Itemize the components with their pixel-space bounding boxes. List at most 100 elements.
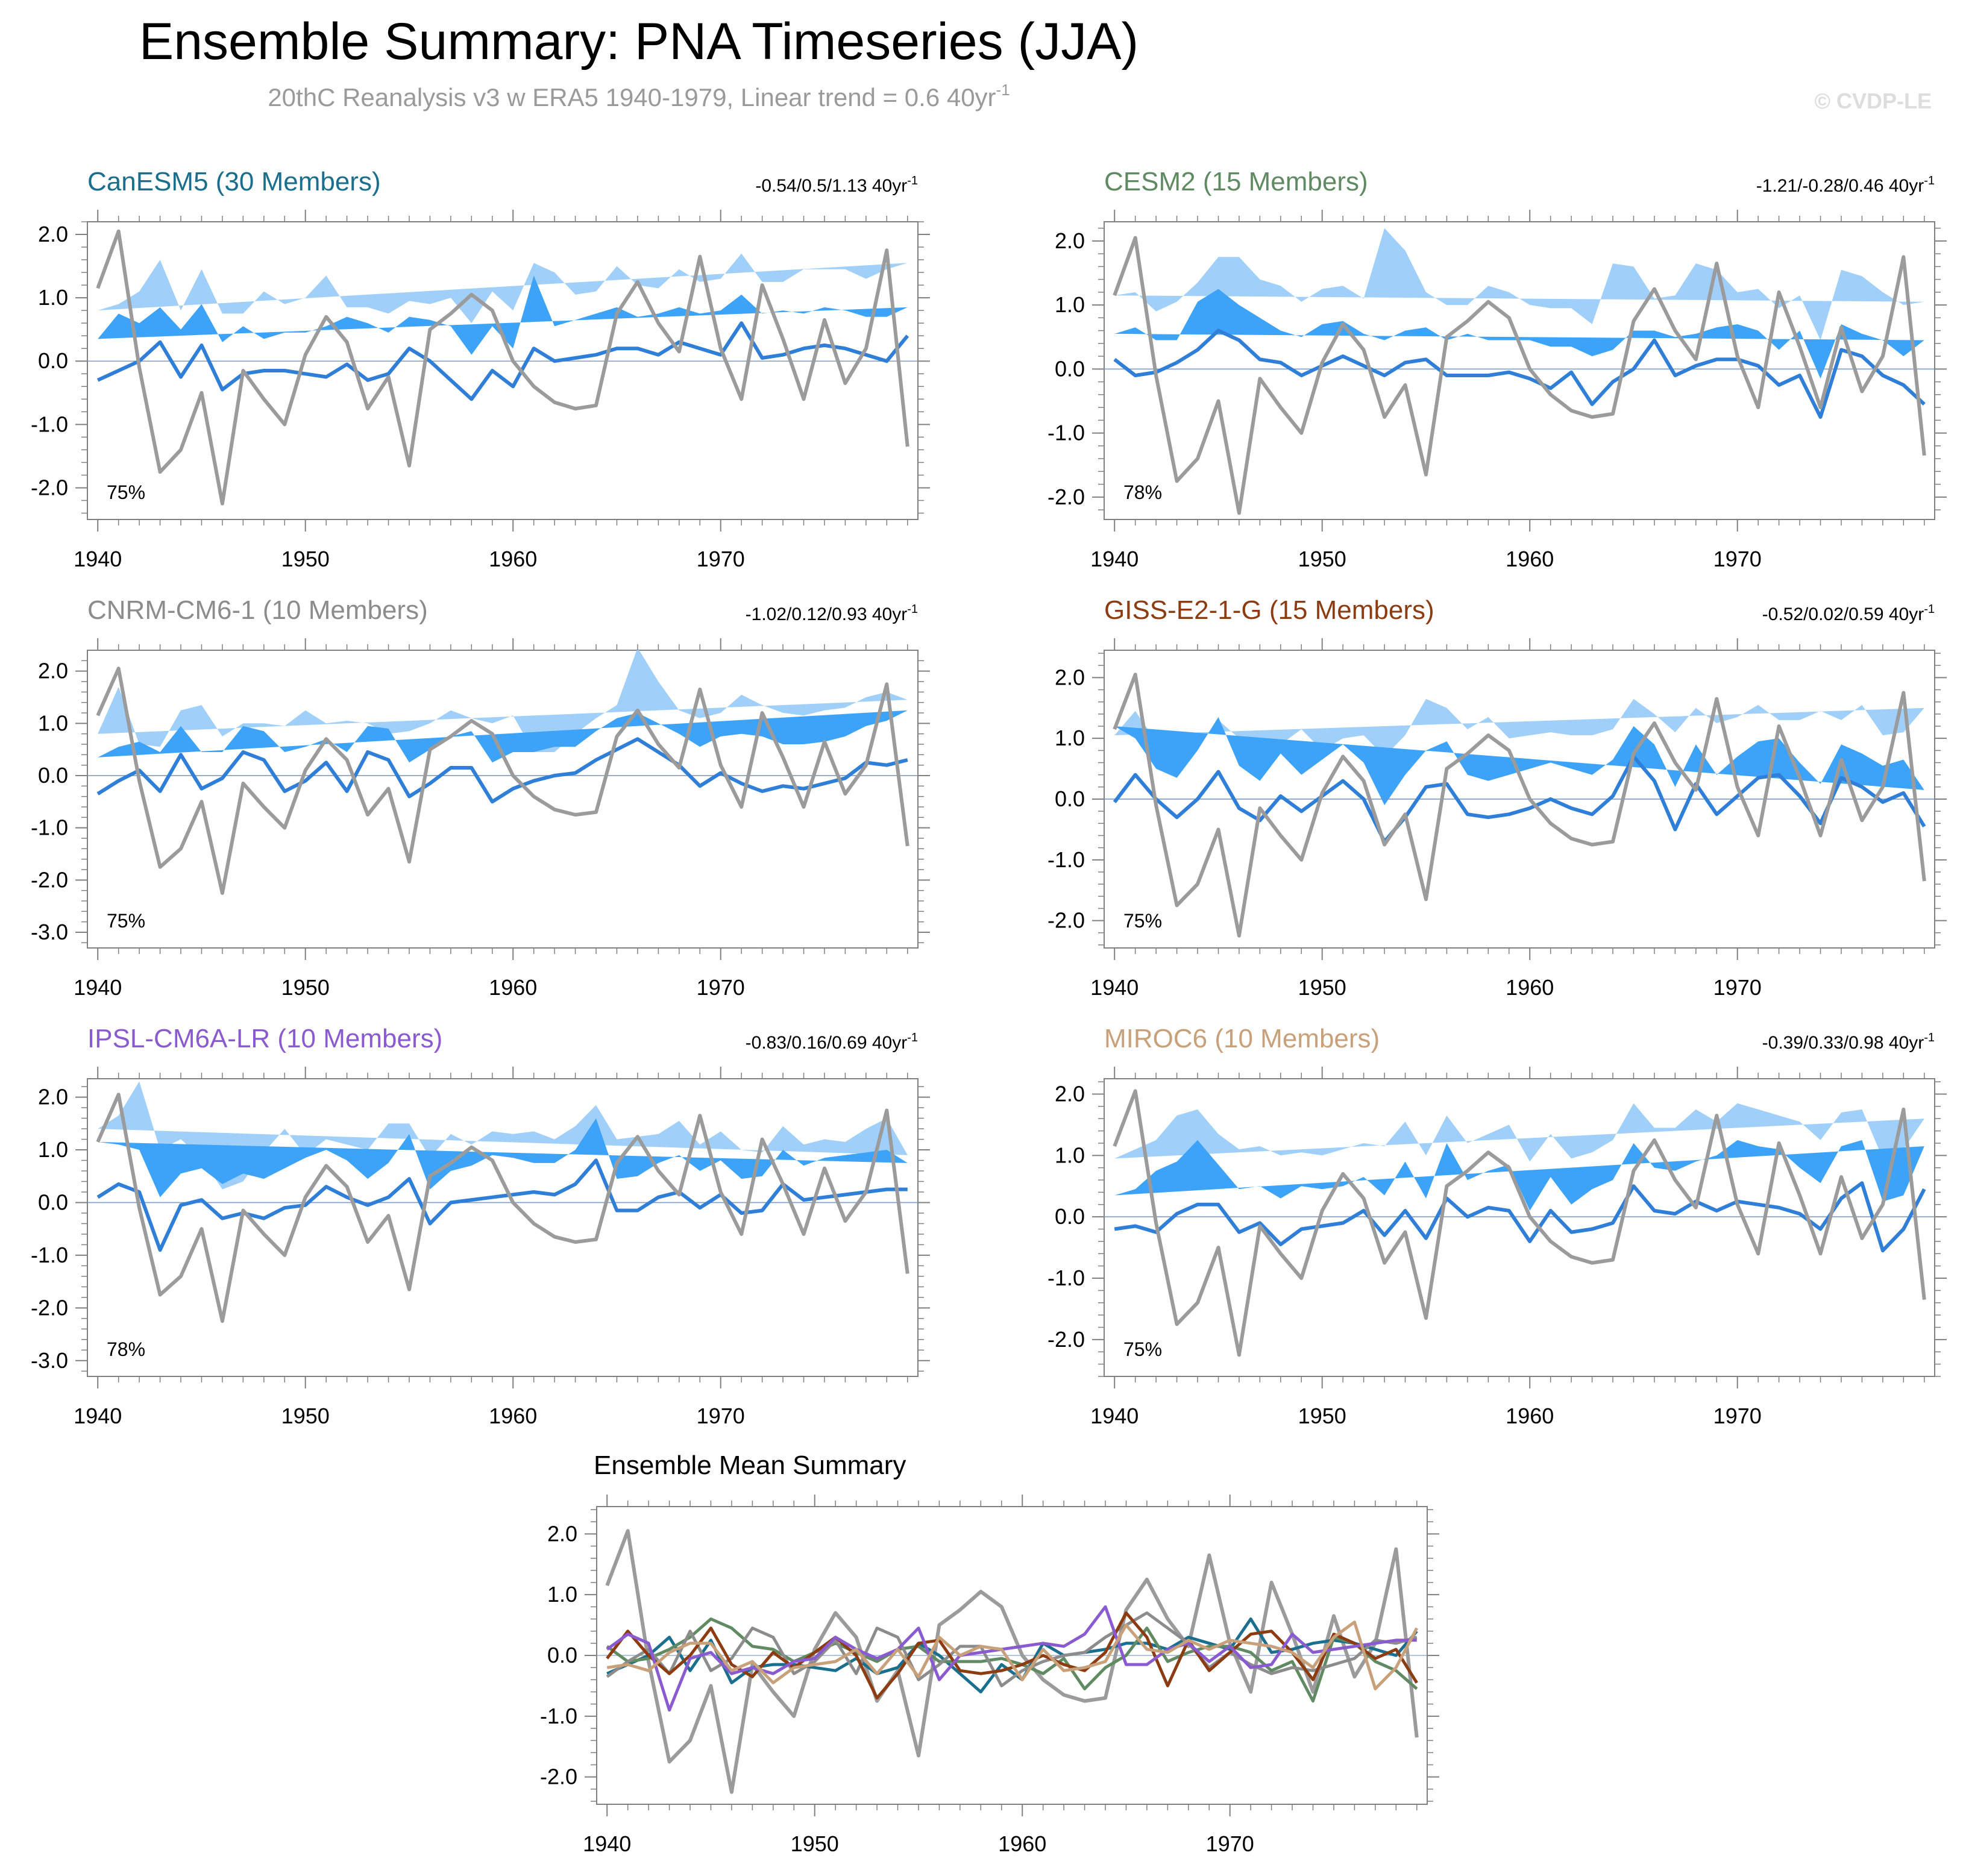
x-tick-label-cesm2: 1950 — [1298, 547, 1346, 571]
ensemble-mean-line-miroc6 — [1114, 1181, 1926, 1253]
y-tick-label-canesm5: 2.0 — [38, 222, 68, 246]
trend-range-superscript-cesm2: -1 — [1924, 174, 1935, 187]
panel-title-miroc6: MIROC6 (10 Members) — [1104, 1024, 1380, 1053]
y-tick-label-miroc6: -1.0 — [1047, 1266, 1085, 1290]
y-tick-label-ipsl-cm6a-lr: -1.0 — [31, 1243, 68, 1267]
subtitle-superscript: -1 — [996, 81, 1010, 99]
observed-line-mean — [605, 1529, 1419, 1794]
x-tick-label-ipsl-cm6a-lr: 1970 — [697, 1404, 745, 1428]
y-tick-label-mean: -2.0 — [540, 1765, 577, 1789]
ensemble-mean-line-cnrm-cm6-1 — [96, 737, 908, 804]
observed-line-canesm5 — [96, 229, 909, 506]
plot-area-canesm5 — [87, 229, 918, 506]
y-tick-label-cnrm-cm6-1: 1.0 — [38, 711, 68, 735]
trend-range-superscript-giss-e2-1-g: -1 — [1924, 603, 1935, 616]
trend-range-value-cesm2: -1.21/-0.28/0.46 40yr — [1756, 176, 1924, 196]
panels-container: CanESM5 (30 Members) -0.54/0.5/1.13 40yr-… — [31, 167, 1947, 1428]
observed-line-miroc6 — [1113, 1089, 1926, 1357]
x-tick-label-mean: 1970 — [1206, 1831, 1254, 1856]
observed-line-ipsl-cm6a-lr — [96, 1093, 909, 1323]
plot-frame-cnrm-cm6-1 — [87, 650, 919, 949]
plot-frame-cesm2 — [1104, 221, 1935, 520]
panel-title-giss-e2-1-g: GISS-E2-1-G (15 Members) — [1104, 595, 1434, 625]
x-tick-label-mean: 1940 — [583, 1831, 631, 1856]
trend-range-value-canesm5: -0.54/0.5/1.13 40yr — [755, 176, 907, 196]
plot-area-cnrm-cm6-1 — [87, 650, 918, 895]
plot-area-giss-e2-1-g — [1104, 673, 1935, 938]
plot-area-miroc6 — [1104, 1089, 1935, 1357]
trend-range-value-cnrm-cm6-1: -1.02/0.12/0.93 40yr — [746, 604, 908, 624]
y-tick-label-miroc6: 0.0 — [1055, 1204, 1085, 1229]
panel-title-canesm5: CanESM5 (30 Members) — [87, 167, 381, 196]
x-tick-label-ipsl-cm6a-lr: 1940 — [74, 1404, 122, 1428]
trend-range-canesm5: -0.54/0.5/1.13 40yr-1 — [755, 174, 918, 196]
x-tick-label-cesm2: 1960 — [1506, 547, 1554, 571]
panel-ipsl-cm6a-lr: IPSL-CM6A-LR (10 Members) -0.83/0.16/0.69… — [31, 1024, 930, 1428]
y-tick-label-miroc6: 2.0 — [1055, 1081, 1085, 1106]
trend-range-value-miroc6: -0.39/0.33/0.98 40yr — [1762, 1033, 1924, 1053]
trend-range-value-ipsl-cm6a-lr: -0.83/0.16/0.69 40yr — [746, 1033, 908, 1053]
y-tick-label-ipsl-cm6a-lr: 2.0 — [38, 1085, 68, 1109]
trend-range-superscript-canesm5: -1 — [907, 174, 918, 187]
y-tick-label-giss-e2-1-g: 2.0 — [1055, 665, 1085, 689]
y-tick-label-cesm2: -2.0 — [1047, 485, 1085, 509]
y-tick-label-canesm5: -2.0 — [31, 475, 68, 500]
x-tick-label-giss-e2-1-g: 1970 — [1713, 975, 1762, 1000]
ensemble-mean-title: Ensemble Mean Summary — [594, 1451, 906, 1480]
outer-band-ipsl-cm6a-lr — [98, 1081, 908, 1190]
percent-within-label-miroc6: 75% — [1123, 1338, 1162, 1360]
panel-canesm5: CanESM5 (30 Members) -0.54/0.5/1.13 40yr-… — [31, 167, 930, 571]
watermark: © CVDP-LE — [1814, 89, 1932, 113]
y-tick-label-giss-e2-1-g: 1.0 — [1055, 726, 1085, 750]
percent-within-label-giss-e2-1-g: 75% — [1123, 910, 1162, 932]
trend-range-giss-e2-1-g: -0.52/0.02/0.59 40yr-1 — [1762, 603, 1935, 624]
trend-range-cesm2: -1.21/-0.28/0.46 40yr-1 — [1756, 174, 1935, 196]
x-tick-label-cesm2: 1970 — [1713, 547, 1762, 571]
trend-range-cnrm-cm6-1: -1.02/0.12/0.93 40yr-1 — [746, 603, 918, 624]
x-tick-label-miroc6: 1940 — [1090, 1404, 1139, 1428]
figure-title: Ensemble Summary: PNA Timeseries (JJA) — [139, 13, 1139, 71]
plot-frame-miroc6 — [1104, 1078, 1935, 1377]
y-tick-label-mean: 0.0 — [547, 1643, 577, 1667]
x-tick-label-miroc6: 1950 — [1298, 1404, 1346, 1428]
y-tick-label-giss-e2-1-g: 0.0 — [1055, 786, 1085, 811]
observed-line-cnrm-cm6-1 — [96, 667, 909, 895]
y-tick-label-cnrm-cm6-1: -2.0 — [31, 867, 68, 892]
y-tick-label-mean: 1.0 — [547, 1582, 577, 1607]
x-tick-label-giss-e2-1-g: 1960 — [1506, 975, 1554, 1000]
y-tick-label-miroc6: -2.0 — [1047, 1327, 1085, 1352]
percent-within-label-canesm5: 75% — [107, 482, 145, 503]
ensemble-mean-line-giss-e2-1-g — [1113, 754, 1926, 844]
trend-range-superscript-ipsl-cm6a-lr: -1 — [907, 1031, 918, 1044]
y-tick-label-cnrm-cm6-1: -1.0 — [31, 815, 68, 840]
y-tick-label-canesm5: 1.0 — [38, 285, 68, 310]
x-tick-label-cnrm-cm6-1: 1960 — [489, 975, 537, 1000]
observed-line-cesm2 — [1113, 236, 1926, 515]
inner-band-ipsl-cm6a-lr — [98, 1118, 908, 1197]
x-tick-label-miroc6: 1970 — [1713, 1404, 1762, 1428]
mean-series-line-miroc6 — [606, 1620, 1419, 1690]
trend-range-miroc6: -0.39/0.33/0.98 40yr-1 — [1762, 1031, 1935, 1053]
x-tick-label-cnrm-cm6-1: 1970 — [697, 975, 745, 1000]
ensemble-mean-line-ipsl-cm6a-lr — [96, 1158, 908, 1252]
ensemble-mean-panel: Ensemble Mean Summary 2.0 1.0 0.0 -1.0 -2.0 19… — [540, 1451, 1439, 1856]
x-tick-label-miroc6: 1960 — [1506, 1404, 1554, 1428]
x-tick-label-cesm2: 1940 — [1090, 547, 1139, 571]
x-tick-label-cnrm-cm6-1: 1940 — [74, 975, 122, 1000]
outer-band-canesm5 — [98, 253, 908, 324]
x-tick-label-canesm5: 1950 — [281, 547, 330, 571]
y-tick-label-ipsl-cm6a-lr: 0.0 — [38, 1190, 68, 1214]
y-tick-label-cnrm-cm6-1: 0.0 — [38, 763, 68, 788]
x-tick-label-giss-e2-1-g: 1940 — [1090, 975, 1139, 1000]
outer-band-miroc6 — [1114, 1103, 1924, 1162]
y-tick-label-canesm5: -1.0 — [31, 412, 68, 436]
ensemble-mean-line-canesm5 — [96, 321, 909, 401]
plot-area-mean — [605, 1529, 1419, 1794]
inner-band-cnrm-cm6-1 — [98, 710, 908, 763]
panel-cesm2: CESM2 (15 Members) -1.21/-0.28/0.46 40yr-… — [1047, 167, 1947, 571]
figure-subtitle: 20thC Reanalysis v3 w ERA5 1940-1979, Li… — [268, 81, 1010, 111]
plot-frame-canesm5 — [87, 221, 919, 520]
panel-title-ipsl-cm6a-lr: IPSL-CM6A-LR (10 Members) — [87, 1024, 442, 1053]
panel-title-cesm2: CESM2 (15 Members) — [1104, 167, 1368, 196]
mean-series-line-cnrm-cm6-1 — [606, 1611, 1418, 1687]
